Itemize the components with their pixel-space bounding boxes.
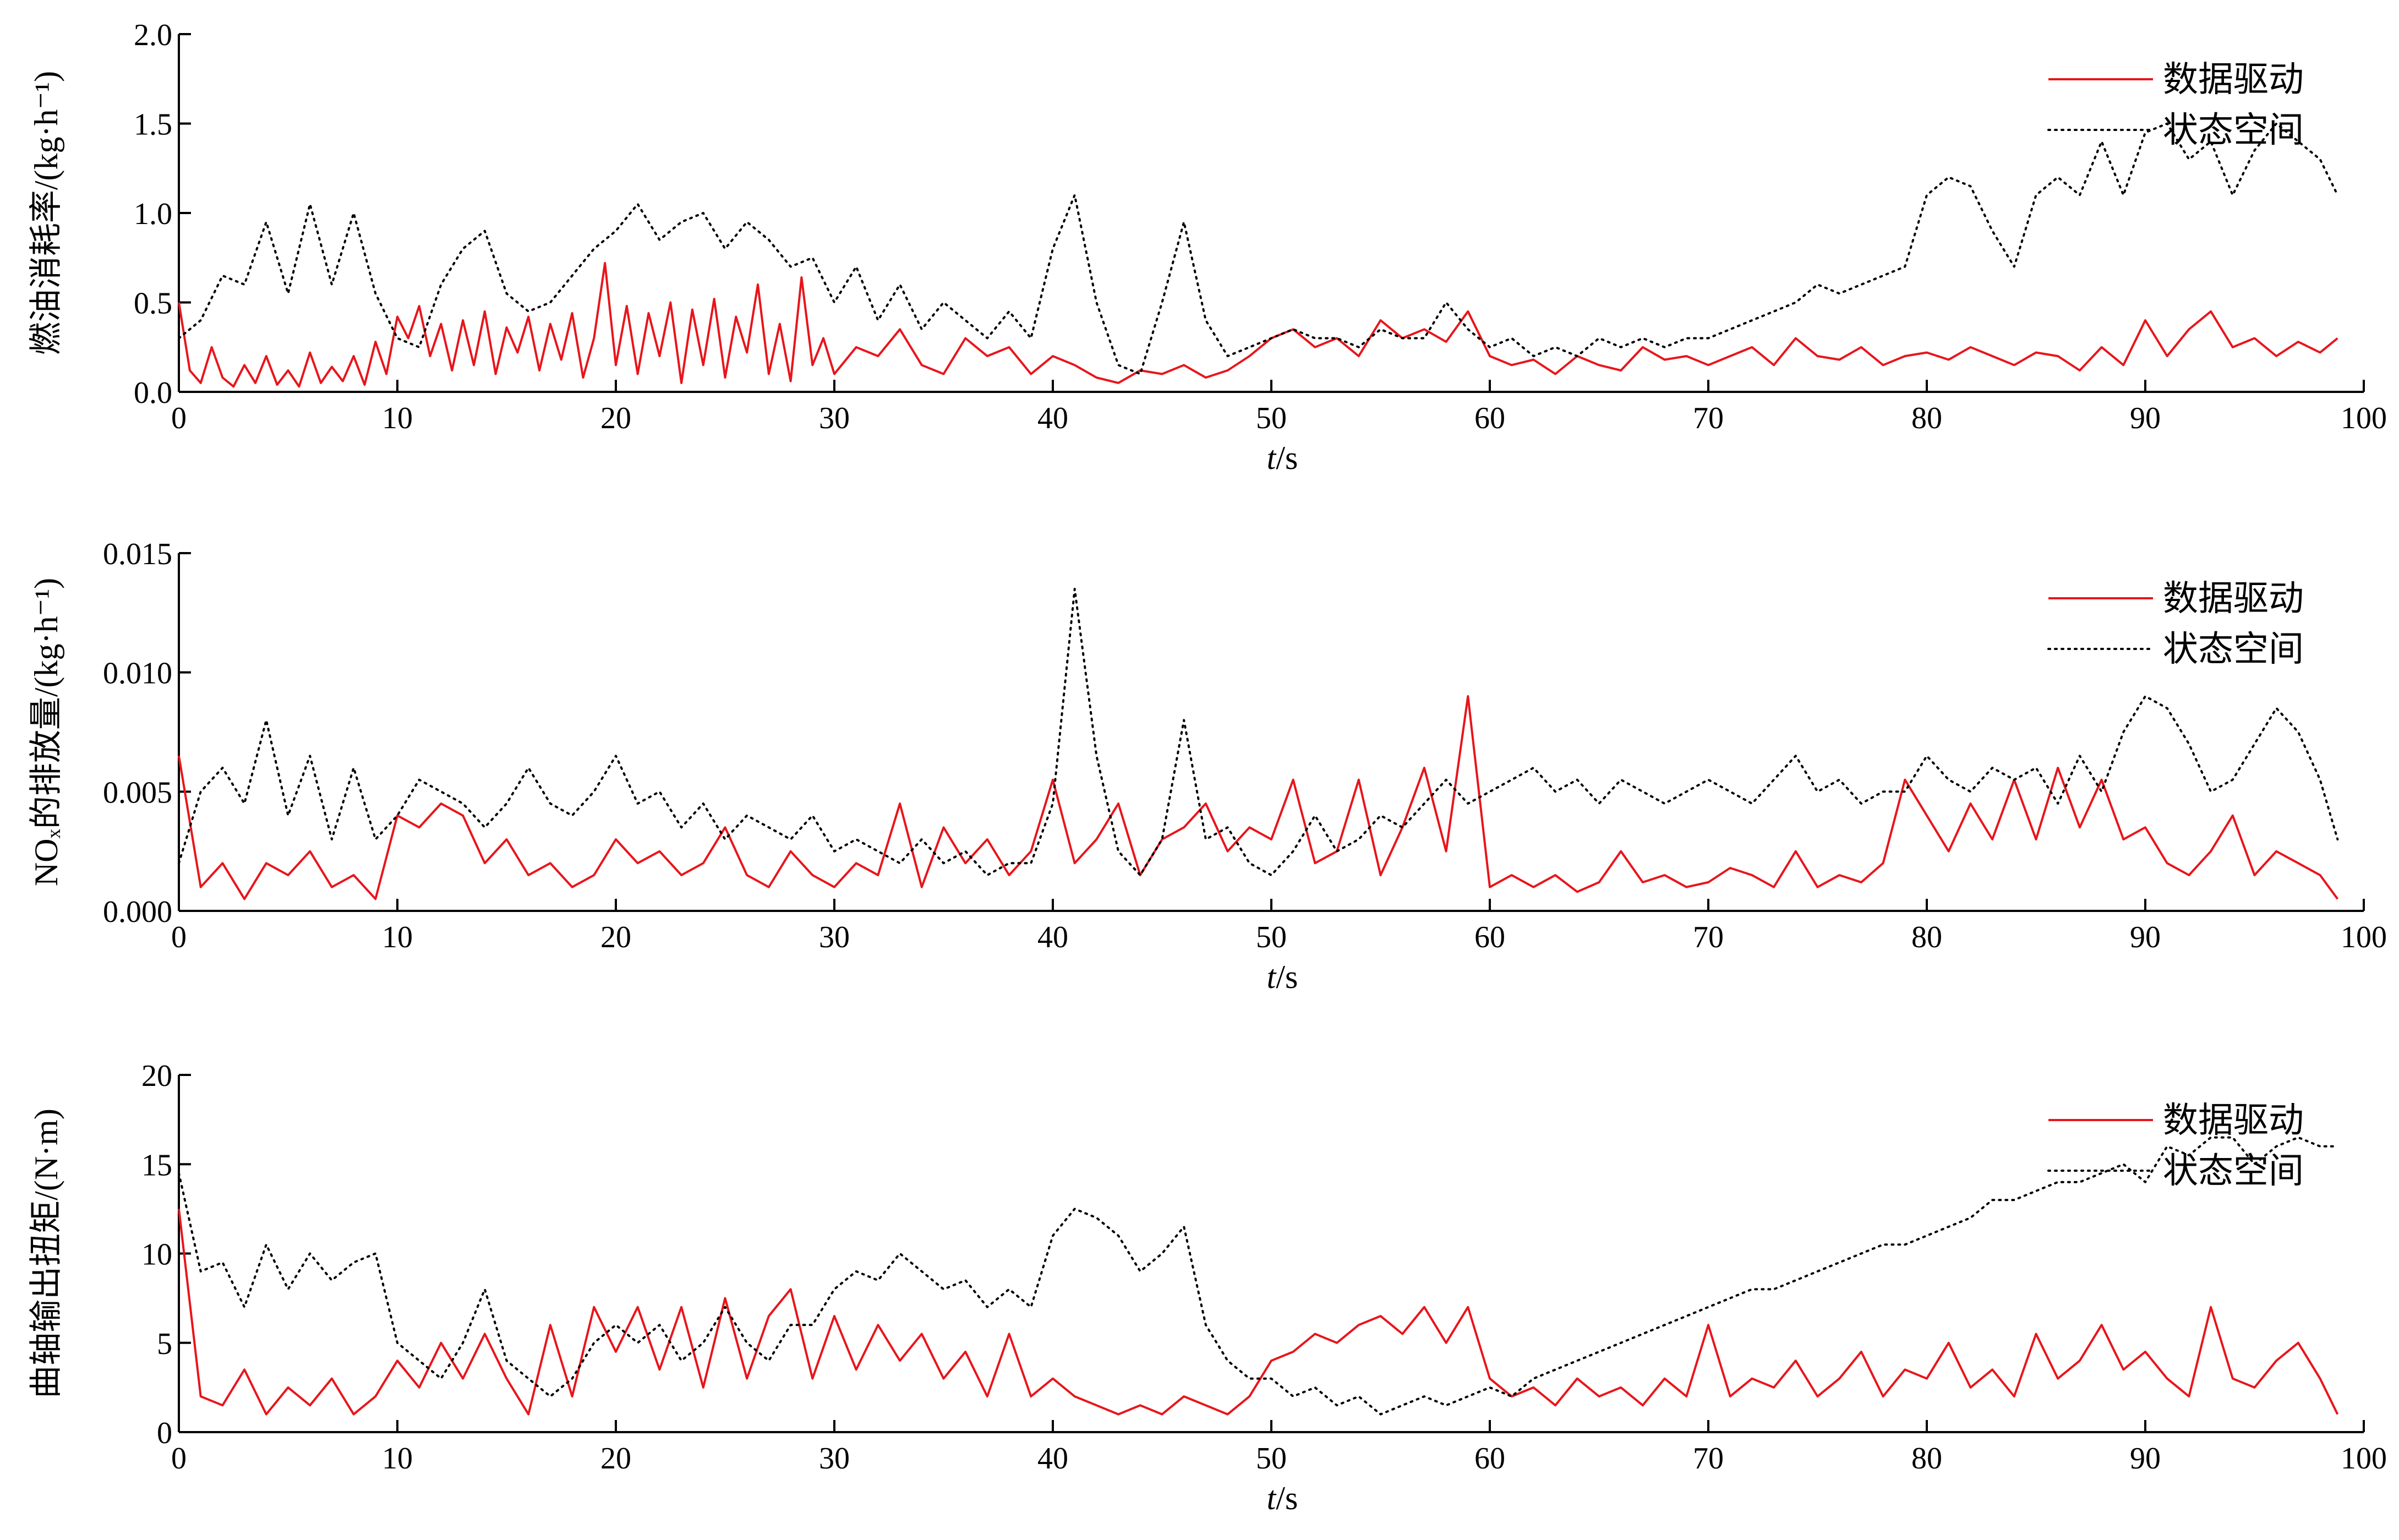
x-tick-label: 0: [171, 920, 187, 954]
x-tick-label: 60: [1474, 920, 1505, 954]
series-line-data-driven: [178, 262, 2338, 388]
y-tick-label: 1.0: [134, 197, 172, 231]
x-tick-label: 30: [819, 401, 850, 435]
series-line-data-driven: [178, 1209, 2339, 1416]
x-tick-label: 100: [2341, 401, 2387, 435]
series-line-state-space: [178, 588, 2339, 876]
series-line-state-space: [178, 122, 2339, 375]
legend-label: 状态空间: [2163, 629, 2304, 670]
x-tick-label: 10: [382, 1441, 413, 1476]
y-tick-label: 1.5: [134, 108, 172, 142]
y-tick-label: 0.5: [134, 287, 172, 321]
x-tick-label: 90: [2130, 920, 2161, 954]
chart-panel-2: 0 10 20 30 40 50 60 70 80 90 100 0.000 0.005 0.010 0.0…: [28, 537, 2387, 995]
x-tick-label: 0: [171, 1441, 187, 1476]
x-tick-label: 40: [1037, 920, 1068, 954]
x-tick-label: 30: [819, 920, 850, 954]
y-tick-label: 0: [157, 1416, 172, 1450]
x-tick-label: 80: [1911, 920, 1942, 954]
x-tick-label: 90: [2130, 1441, 2161, 1476]
x-tick-label: 40: [1037, 401, 1068, 435]
legend-label: 状态空间: [2163, 110, 2304, 151]
x-tick-label: 0: [171, 401, 187, 435]
series-line-state-space: [178, 1136, 2339, 1416]
x-tick-label: 80: [1911, 401, 1942, 435]
y-tick-label: 10: [141, 1238, 172, 1272]
x-tick-label: 20: [600, 1441, 631, 1476]
x-tick-label: 20: [600, 920, 631, 954]
y-tick-label: 0.0: [134, 376, 172, 410]
x-tick-label: 100: [2341, 1441, 2387, 1476]
y-tick-label: 2.0: [134, 18, 172, 52]
y-tick-label: 20: [141, 1059, 172, 1093]
y-axis-title: NOₓ的排放量/(kg·h⁻¹): [28, 578, 64, 886]
x-tick-label: 50: [1256, 1441, 1287, 1476]
series-line-data-driven: [178, 695, 2339, 900]
x-tick-label: 40: [1037, 1441, 1068, 1476]
y-tick-label: 5: [157, 1327, 172, 1361]
x-tick-label: 30: [819, 1441, 850, 1476]
y-axis-title: 燃油消耗率/(kg·h⁻¹): [28, 71, 64, 355]
x-axis-title: t/s: [1267, 1480, 1298, 1516]
x-tick-label: 60: [1474, 1441, 1505, 1476]
chart-panel-1: 0 10 20 30 40 50 60 70 80 90 100 0.0 0.5 1.0 1.5 2.0 t/s…: [28, 18, 2387, 476]
x-tick-label: 70: [1693, 1441, 1724, 1476]
x-tick-label: 60: [1474, 401, 1505, 435]
x-tick-label: 50: [1256, 401, 1287, 435]
x-tick-label: 90: [2130, 401, 2161, 435]
x-tick-label: 70: [1693, 920, 1724, 954]
legend-label: 数据驱动: [2163, 1100, 2304, 1141]
legend-label: 数据驱动: [2163, 578, 2304, 619]
y-axis-title: 曲轴输出扭矩/(N·m): [28, 1108, 64, 1399]
x-tick-label: 10: [382, 920, 413, 954]
legend-label: 数据驱动: [2163, 59, 2304, 100]
y-tick-label: 0.005: [103, 776, 172, 810]
x-tick-label: 70: [1693, 401, 1724, 435]
y-tick-label: 0.010: [103, 657, 172, 691]
y-tick-label: 0.015: [103, 537, 172, 571]
x-axis-title: t/s: [1267, 440, 1298, 476]
legend-label: 状态空间: [2163, 1151, 2304, 1192]
x-tick-label: 50: [1256, 920, 1287, 954]
chart-panel-3: 0 10 20 30 40 50 60 70 80 90 100 0 5 10 15 20 t/s 曲轴输出扭矩/…: [28, 1059, 2387, 1516]
x-axis-title: t/s: [1267, 959, 1298, 995]
y-tick-label: 15: [141, 1148, 172, 1182]
x-tick-label: 10: [382, 401, 413, 435]
x-tick-label: 100: [2341, 920, 2387, 954]
x-tick-label: 80: [1911, 1441, 1942, 1476]
x-tick-label: 20: [600, 401, 631, 435]
y-tick-label: 0.000: [103, 895, 172, 929]
